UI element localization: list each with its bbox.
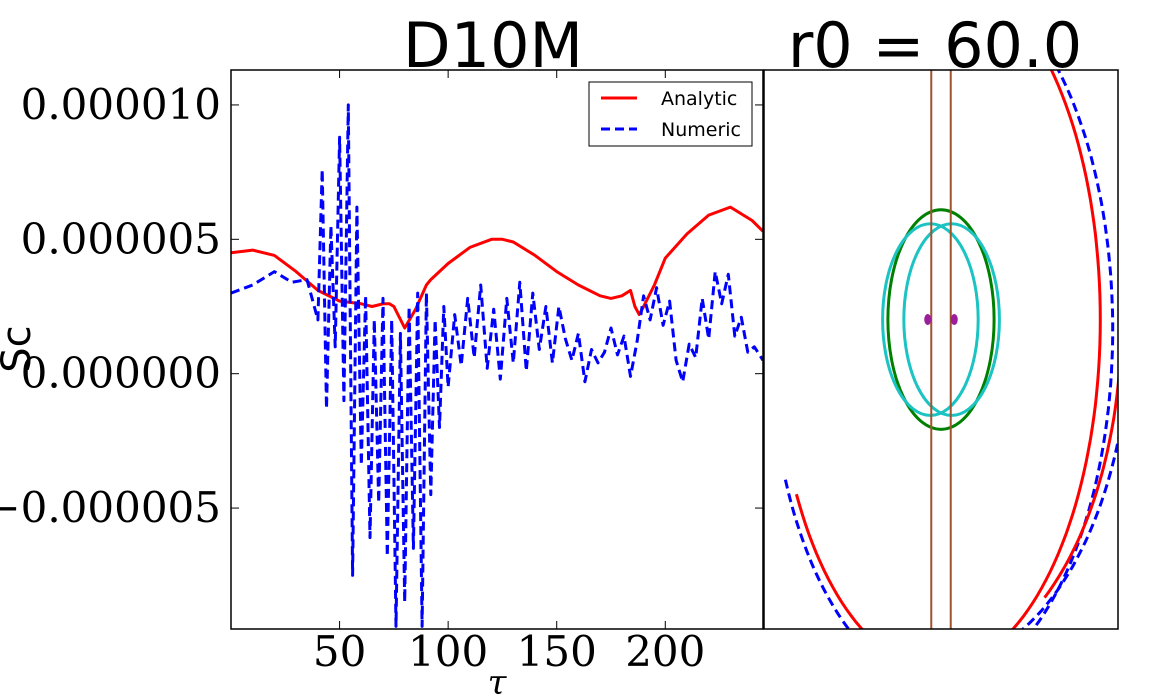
right-plot-area [763,69,1119,630]
left-plot-series [231,103,763,628]
orbit-tail-analytic- [1043,369,1118,599]
orbit-tail-numeric- [1020,434,1118,629]
orbit-green-ellipse [886,208,996,431]
legend-label-analytic: Analytic [661,88,737,110]
legend-box [588,81,753,147]
left-plot-title: D10M [403,9,583,82]
series-line-numeric [231,103,763,628]
orbit-outer-orbit-analytic- [794,70,1102,629]
x-tick-label: 50 [313,627,366,676]
right-plot-title: r0 = 60.0 [788,9,1082,82]
legend-label-numeric: Numeric [661,119,741,141]
x-tick-label: 200 [625,627,705,676]
y-tick-label: 0.000005 [21,214,221,263]
legend: Analytic Numeric [588,81,753,147]
x-tick-label: 100 [408,627,488,676]
orbit-purple-body-a [924,314,932,326]
left-axis-ticks: 50 100 150 200 0.000010 0.000005 0.000000 −0.00… [0,70,763,676]
y-tick-label: −0.000005 [0,483,221,532]
y-tick-label: 0.000000 [21,349,221,398]
right-plot-series [783,70,1118,629]
left-plot-frame [230,69,764,630]
left-plot-area: 50 100 150 200 0.000010 0.000005 0.000000 −0.00… [0,69,764,676]
right-plot-frame [763,69,1119,630]
x-tick-label: 150 [517,627,597,676]
y-axis-label: Sc [0,325,40,372]
x-axis-label: τ [488,663,508,700]
y-tick-label: 0.000010 [21,80,221,129]
orbit-purple-body-b [950,314,958,326]
series-line-analytic [231,205,763,330]
